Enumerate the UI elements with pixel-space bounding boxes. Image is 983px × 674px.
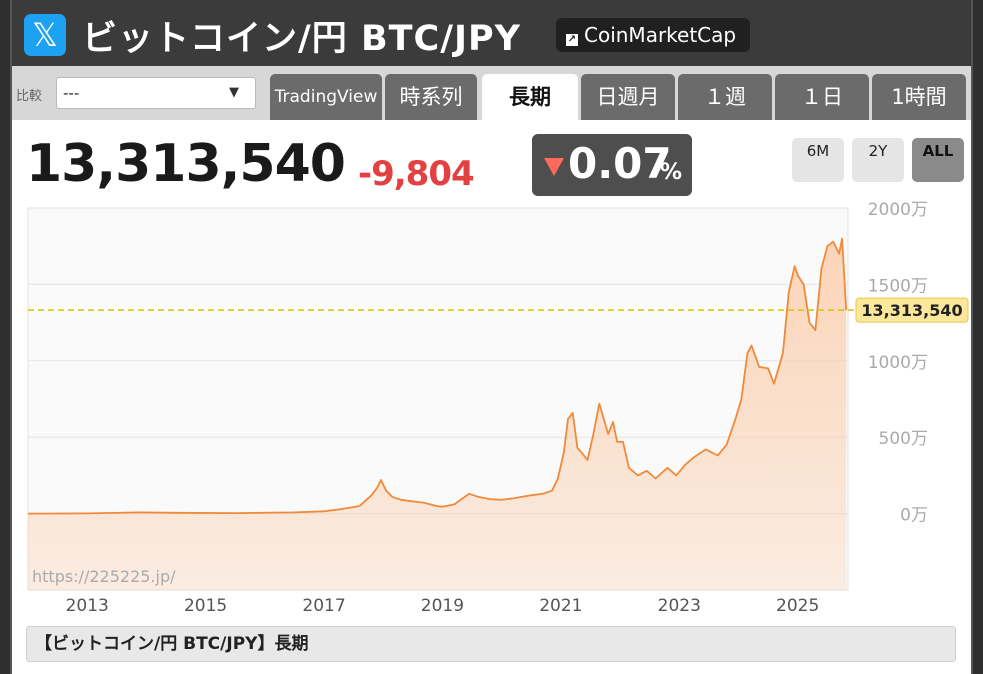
tab-timeseries[interactable]: 時系列 xyxy=(385,74,477,120)
x-tick-label: 2021 xyxy=(539,596,582,616)
tab-bar: 比較 --- ▼ TradingView 時系列 長期 日週月 １週 １日 1時… xyxy=(12,66,971,120)
price-line xyxy=(27,237,848,515)
x-tick-label: 2023 xyxy=(658,596,701,616)
compare-select[interactable]: --- ▼ xyxy=(56,77,256,109)
tab-long-term[interactable]: 長期 xyxy=(482,74,578,120)
coinmarketcap-button[interactable]: ↗ CoinMarketCap xyxy=(556,18,751,52)
compare-value: --- xyxy=(63,84,80,102)
x-tick-label: 2013 xyxy=(66,596,109,616)
y-tick-label: 2000万 xyxy=(868,200,928,220)
chevron-down-icon: ▼ xyxy=(229,85,239,100)
change-percent-unit: % xyxy=(660,160,683,185)
chart-caption: 【ビットコイン/円 BTC/JPY】長期 xyxy=(26,626,956,662)
widget-panel: 𝕏 ビットコイン/円 BTC/JPY ↗ CoinMarketCap 比較 ---… xyxy=(10,0,973,674)
change-percent-badge: 0.07 % xyxy=(532,134,692,196)
y-tick-label: 500万 xyxy=(879,429,928,449)
price-area-fill xyxy=(28,238,847,590)
price-change: -9,804 xyxy=(358,154,475,194)
current-price-tag xyxy=(855,297,969,323)
tab-tradingview[interactable]: TradingView xyxy=(270,74,382,120)
current-price-tag-label: 13,313,540 xyxy=(861,301,962,320)
x-tick-label: 2015 xyxy=(184,596,227,616)
range-2y-button[interactable]: 2Y xyxy=(852,138,904,182)
compare-label: 比較 xyxy=(16,89,43,104)
range-6m-button[interactable]: 6M xyxy=(792,138,844,182)
coinmarketcap-label: CoinMarketCap xyxy=(584,23,737,47)
tab-1day[interactable]: １日 xyxy=(775,74,869,120)
x-tick-label: 2019 xyxy=(421,596,464,616)
tab-daily-weekly-monthly[interactable]: 日週月 xyxy=(581,74,675,120)
range-all-button[interactable]: ALL xyxy=(912,138,964,182)
price-chart[interactable]: 0万 500万 1000万 1500万 2000万 2013 2015 2017 2019 202… xyxy=(12,120,971,620)
tab-1hour[interactable]: 1時間 xyxy=(872,74,966,120)
y-tick-label: 1500万 xyxy=(868,276,928,296)
current-price: 13,313,540 xyxy=(26,134,346,194)
watermark-url: https://225225.jp/ xyxy=(32,567,176,586)
page-title: ビットコイン/円 BTC/JPY xyxy=(82,19,522,59)
y-tick-label: 0万 xyxy=(900,506,928,526)
change-percent-value: 0.07 xyxy=(568,139,672,188)
x-share-icon[interactable]: 𝕏 xyxy=(24,14,66,56)
header-bar: 𝕏 ビットコイン/円 BTC/JPY ↗ CoinMarketCap xyxy=(12,0,971,66)
x-tick-label: 2025 xyxy=(776,596,819,616)
external-link-icon: ↗ xyxy=(566,34,578,46)
down-triangle-icon xyxy=(544,158,564,176)
y-tick-label: 1000万 xyxy=(868,353,928,373)
tab-1week[interactable]: １週 xyxy=(678,74,772,120)
x-tick-label: 2017 xyxy=(302,596,345,616)
